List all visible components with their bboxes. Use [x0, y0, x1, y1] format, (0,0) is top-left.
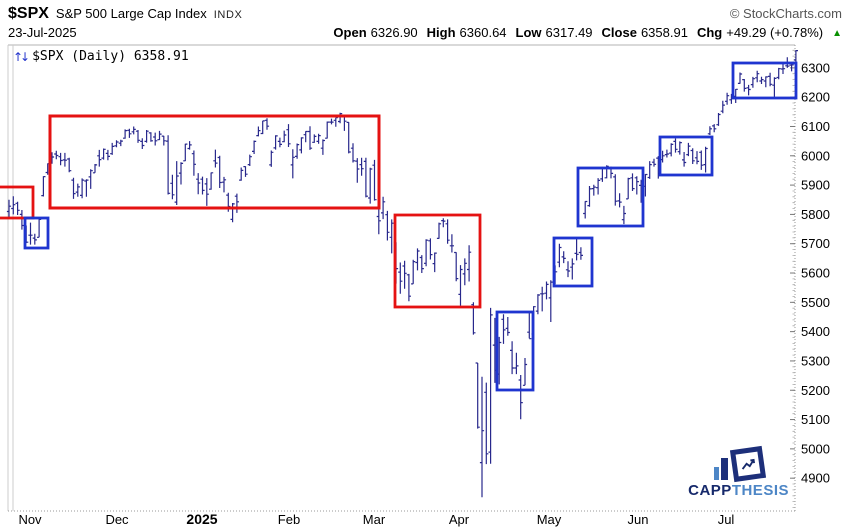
- chart-header: $SPX S&P 500 Large Cap Index INDX © Stoc…: [8, 5, 842, 23]
- close-value: 6358.91: [640, 25, 688, 40]
- y-axis-label: 5700: [801, 236, 830, 251]
- x-axis-label: Jun: [628, 512, 649, 527]
- open-label: Open: [333, 25, 367, 40]
- y-axis-label: 4900: [801, 471, 830, 486]
- annotation-box-blue: [576, 166, 645, 228]
- cappthesis-logo: CAPPTHESIS: [688, 445, 789, 498]
- y-axis-label: 5500: [801, 295, 830, 310]
- high-quote: High 6360.64: [427, 25, 507, 40]
- quote-summary: Open 6326.90 High 6360.64 Low 6317.49 Close…: [333, 25, 842, 40]
- brand-capp: CAPP: [688, 482, 732, 499]
- cappthesis-logo-icon: [713, 445, 766, 483]
- y-axis-label: 5300: [801, 353, 830, 368]
- open-value: 6326.90: [370, 25, 418, 40]
- open-quote: Open 6326.90: [333, 25, 417, 40]
- logo-square-chart-icon: [729, 445, 766, 483]
- logo-bar-small-icon: [713, 467, 719, 480]
- chart-date: 23-Jul-2025: [8, 25, 77, 40]
- low-label: Low: [515, 25, 542, 40]
- y-axis-label: 5000: [801, 441, 830, 456]
- chart-legend: ↑↓ $SPX (Daily) 6358.91: [13, 49, 189, 64]
- high-value: 6360.64: [459, 25, 507, 40]
- legend-text: $SPX (Daily) 6358.91: [32, 49, 189, 64]
- x-axis-label: Jul: [718, 512, 735, 527]
- logo-bar-tall-icon: [720, 458, 728, 480]
- high-label: High: [426, 25, 456, 40]
- annotation-box-red: [393, 213, 482, 309]
- ticker-symbol: $SPX: [8, 5, 49, 22]
- quote-row: 23-Jul-2025 Open 6326.90 High 6360.64 Low 6…: [8, 25, 842, 40]
- logo-zigzag-arrow-icon: [740, 458, 754, 470]
- annotation-box-red: [48, 114, 381, 210]
- y-axis-label: 6000: [801, 148, 830, 163]
- y-axis-label: 5800: [801, 207, 830, 222]
- change-up-arrow-icon: ▲: [832, 28, 842, 39]
- y-axis-label: 5900: [801, 178, 830, 193]
- change-quote: Chg +49.29 (+0.78%): [697, 25, 823, 40]
- y-axis-label: 6100: [801, 119, 830, 134]
- x-axis-label: Mar: [363, 512, 386, 527]
- index-name: S&P 500 Large Cap Index: [55, 6, 207, 21]
- close-label: Close: [601, 25, 637, 40]
- annotation-box-blue: [23, 216, 50, 250]
- y-axis-label: 5400: [801, 324, 830, 339]
- low-value: 6317.49: [545, 25, 593, 40]
- copyright-text: © StockCharts.com: [729, 6, 842, 21]
- change-label: Chg: [696, 25, 723, 40]
- y-axis-label: 6300: [801, 60, 830, 75]
- y-axis-label: 5600: [801, 266, 830, 281]
- annotation-box-blue: [731, 61, 798, 100]
- x-axis-label: Dec: [105, 512, 129, 527]
- close-quote: Close 6358.91: [602, 25, 688, 40]
- exchange-label: INDX: [213, 9, 243, 21]
- ohlc-price-bars: [6, 50, 798, 498]
- x-axis-label: Apr: [449, 512, 470, 527]
- x-axis-label: Nov: [18, 512, 42, 527]
- y-axis-label: 6200: [801, 90, 830, 105]
- brand-thesis: THESIS: [731, 482, 789, 499]
- annotation-box-blue: [552, 236, 594, 288]
- low-quote: Low 6317.49: [516, 25, 593, 40]
- y-axis-label: 5100: [801, 412, 830, 427]
- annotation-box-red: [0, 185, 35, 220]
- change-value: +49.29 (+0.78%): [726, 25, 824, 40]
- annotation-box-blue: [658, 135, 714, 177]
- annotation-box-blue: [495, 310, 535, 392]
- arrows-updown-icon: ↑↓: [13, 49, 30, 64]
- x-axis-label: 2025: [186, 511, 217, 527]
- cappthesis-wordmark: CAPPTHESIS: [688, 483, 789, 498]
- x-axis-label: May: [537, 512, 562, 527]
- x-axis-label: Feb: [278, 512, 300, 527]
- y-axis-label: 5200: [801, 383, 830, 398]
